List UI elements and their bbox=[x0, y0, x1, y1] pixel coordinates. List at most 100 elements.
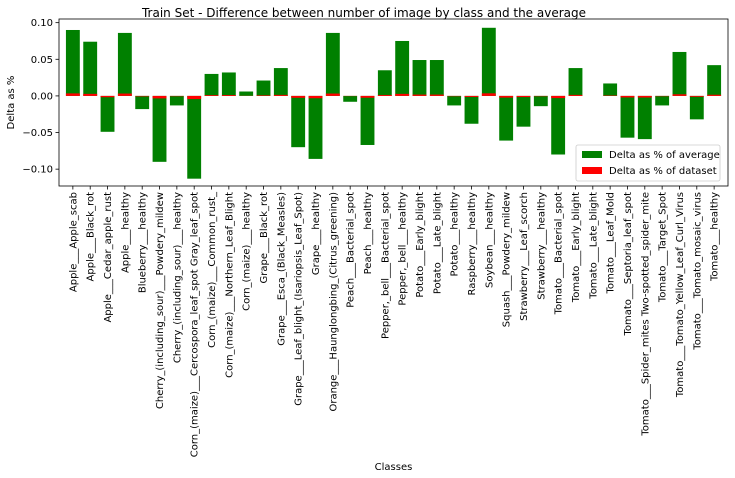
bar-delta-average bbox=[152, 95, 167, 162]
bar-delta-average bbox=[481, 27, 496, 96]
x-tick-label: Tomato___Tomato_Yellow_Leaf_Curl_Virus bbox=[675, 192, 686, 398]
bar-delta-dataset bbox=[481, 93, 496, 96]
bar-delta-average bbox=[499, 95, 514, 141]
bar-delta-average bbox=[637, 95, 652, 140]
x-axis-label: Classes bbox=[375, 462, 413, 473]
bar-delta-dataset bbox=[117, 93, 132, 96]
x-tick-label: Tomato___Septoria_leaf_spot bbox=[623, 192, 634, 337]
chart-title: Train Set - Difference between number of… bbox=[141, 6, 586, 20]
x-tick-label: Pepper,_bell___healthy bbox=[398, 192, 409, 306]
bar-delta-dataset bbox=[412, 94, 427, 96]
bar-delta-average bbox=[377, 70, 392, 96]
bar-delta-average bbox=[83, 41, 98, 96]
bar-delta-dataset bbox=[464, 95, 479, 97]
x-tick-label: Tomato___Late_blight bbox=[588, 192, 599, 300]
bar-delta-dataset bbox=[83, 93, 98, 96]
x-tick-label: Cherry_(including_sour)___healthy bbox=[172, 192, 183, 363]
plot-frame bbox=[58, 18, 729, 187]
x-tick-label: Tomato___Target_Spot bbox=[658, 192, 669, 303]
bar-delta-dataset bbox=[568, 94, 583, 96]
x-tick-label: Pepper,_bell___Bacterial_spot bbox=[380, 192, 391, 339]
x-tick-label: Corn_(maize)___Cercospora_leaf_spot Gray… bbox=[190, 192, 201, 457]
bar-delta-average bbox=[689, 95, 704, 120]
bar-delta-average bbox=[516, 95, 531, 127]
x-tick-label: Blueberry___healthy bbox=[138, 192, 149, 293]
bar-delta-average bbox=[568, 68, 583, 96]
bar-delta-average bbox=[221, 72, 236, 96]
bar-delta-average bbox=[325, 32, 340, 96]
bar-delta-average bbox=[204, 73, 219, 96]
bar-delta-dataset bbox=[499, 95, 514, 98]
bar-delta-average bbox=[620, 95, 635, 138]
x-tick-label: Tomato___Spider_mites Two-spotted_spider… bbox=[640, 192, 651, 437]
bar-delta-average bbox=[707, 65, 722, 96]
x-tick-label: Peach___Bacterial_spot bbox=[346, 192, 357, 308]
legend: Delta as % of average Delta as % of data… bbox=[575, 144, 721, 182]
bar-delta-dataset bbox=[707, 94, 722, 96]
bar-delta-average bbox=[308, 95, 323, 159]
bar-delta-average bbox=[273, 68, 288, 96]
x-axis: Apple___Apple_scab Apple___Black_rot Apple… bbox=[68, 186, 721, 457]
bar-delta-dataset bbox=[256, 95, 271, 96]
x-tick-label: Potato___Late_blight bbox=[432, 192, 443, 294]
bar-delta-average bbox=[429, 60, 444, 96]
x-tick-label: Potato___healthy bbox=[450, 192, 461, 277]
x-tick-label: Soybean___healthy bbox=[484, 192, 495, 288]
bar-delta-dataset bbox=[516, 95, 531, 98]
bar-delta-dataset bbox=[377, 94, 392, 96]
bar-delta-average bbox=[256, 80, 271, 96]
y-tick-label: 0.05 bbox=[31, 55, 53, 66]
bar-delta-dataset bbox=[429, 94, 444, 96]
bar-delta-dataset bbox=[551, 95, 566, 99]
bar-delta-dataset bbox=[65, 93, 80, 96]
y-axis-label: Delta as % bbox=[6, 76, 17, 130]
legend-frame bbox=[575, 144, 721, 182]
bar-delta-average bbox=[412, 60, 427, 96]
x-tick-label: Tomato___Early_blight bbox=[571, 192, 582, 303]
x-tick-label: Tomato___healthy bbox=[710, 192, 721, 282]
x-tick-label: Raspberry___healthy bbox=[467, 192, 478, 296]
legend-swatch-dataset bbox=[582, 167, 602, 174]
bars-layer bbox=[65, 27, 722, 179]
bar-delta-average bbox=[239, 91, 254, 96]
bar-delta-average bbox=[135, 95, 150, 110]
x-tick-label: Corn_(maize)___Northern_Leaf_Blight bbox=[224, 192, 235, 378]
bar-delta-average bbox=[117, 32, 132, 96]
bar-delta-average bbox=[187, 95, 202, 179]
bar-delta-average bbox=[603, 83, 618, 96]
bar-delta-dataset bbox=[273, 94, 288, 96]
x-tick-label: Strawberry___healthy bbox=[536, 192, 547, 300]
x-tick-label: Tomato___Leaf_Mold bbox=[606, 192, 617, 295]
x-tick-label: Squash___Powdery_mildew bbox=[502, 192, 513, 327]
bar-delta-dataset bbox=[291, 95, 306, 98]
x-tick-label: Peach___healthy bbox=[363, 192, 374, 274]
bar-delta-average bbox=[343, 95, 358, 102]
legend-swatch-average bbox=[582, 151, 602, 158]
x-tick-label: Grape___Black_rot bbox=[259, 192, 270, 284]
bar-delta-dataset bbox=[620, 95, 635, 98]
bar-delta-average bbox=[551, 95, 566, 155]
bar-delta-dataset bbox=[308, 95, 323, 99]
bar-delta-dataset bbox=[204, 95, 219, 96]
bar-delta-dataset bbox=[689, 95, 704, 97]
x-tick-label: Tomato___Tomato_mosaic_virus bbox=[692, 192, 703, 351]
y-axis: −0.10 −0.05 0.00 0.05 0.10 bbox=[22, 18, 59, 176]
x-tick-label: Apple___Apple_scab bbox=[68, 192, 79, 292]
x-tick-label: Corn_(maize)___Common_rust_ bbox=[207, 191, 218, 348]
x-tick-label: Cherry_(including_sour)___Powdery_mildew bbox=[155, 192, 166, 409]
x-tick-label: Orange___Haunglongbing_(Citrus_greening) bbox=[328, 192, 339, 412]
x-tick-label: Tomato___Bacterial_spot bbox=[554, 192, 565, 315]
bar-delta-dataset bbox=[221, 95, 236, 96]
y-tick-label: −0.10 bbox=[22, 165, 53, 176]
x-tick-label: Apple___healthy bbox=[120, 192, 131, 273]
bar-delta-average bbox=[169, 95, 184, 106]
bar-delta-average bbox=[464, 95, 479, 124]
bar-delta-dataset bbox=[672, 94, 687, 96]
bar-delta-average bbox=[655, 95, 670, 106]
x-tick-label: Potato___Early_blight bbox=[415, 192, 426, 298]
bar-delta-dataset bbox=[325, 93, 340, 96]
bar-delta-average bbox=[395, 40, 410, 96]
bar-delta-average bbox=[533, 95, 548, 107]
bar-delta-dataset bbox=[637, 95, 652, 98]
